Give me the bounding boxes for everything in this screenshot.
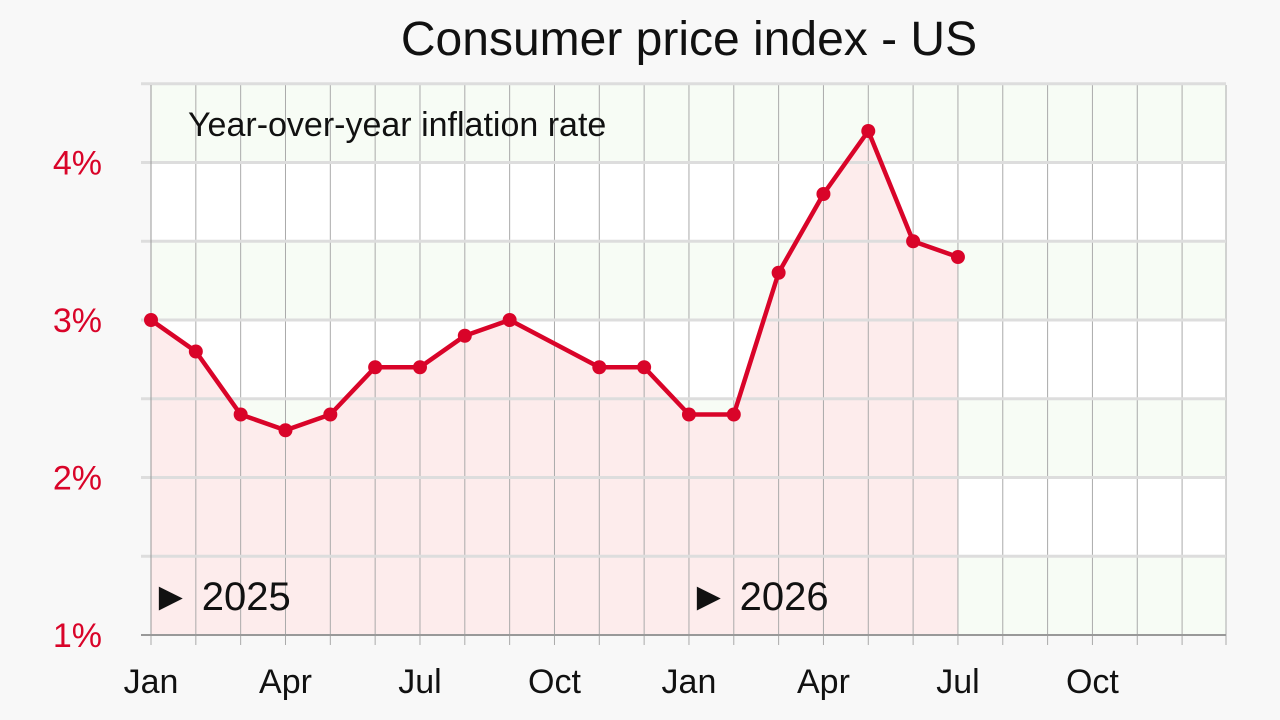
data-point	[144, 313, 158, 327]
data-point	[233, 407, 248, 422]
axes	[141, 85, 1226, 636]
chart-subtitle: Year-over-year inflation rate	[188, 106, 606, 144]
x-tick-label: Jan	[124, 663, 179, 701]
data-points	[144, 124, 965, 438]
x-tick-label: Apr	[797, 663, 850, 701]
chart-title: Consumer price index - US	[401, 13, 977, 66]
x-tick-label: Apr	[259, 663, 312, 701]
x-tick-label: Jul	[398, 663, 441, 701]
year-markers: ► 2025 ► 2026	[151, 575, 829, 619]
y-tick-labels: 1% 2% 3% 4%	[53, 145, 102, 656]
year-marker-label: ► 2025	[151, 575, 291, 619]
y-tick-label: 3%	[53, 302, 102, 340]
data-point	[323, 407, 338, 422]
x-tick-label: Jul	[936, 663, 979, 701]
data-point	[816, 187, 831, 201]
data-point	[637, 360, 652, 375]
data-point	[502, 313, 517, 327]
year-marker-label: ► 2026	[689, 575, 829, 619]
horizontal-gridlines	[141, 82, 1226, 558]
data-point	[771, 265, 786, 280]
data-point	[906, 234, 921, 249]
data-point	[188, 344, 203, 359]
y-tick-label: 1%	[53, 617, 102, 655]
data-point	[592, 360, 607, 375]
x-tick-label: Jan	[662, 663, 717, 701]
series-line	[149, 128, 959, 433]
y-tick-label: 2%	[53, 460, 102, 498]
data-point	[457, 328, 472, 343]
x-tick-labels: Jan Apr Jul Oct Jan Apr Jul Oct	[124, 663, 1120, 701]
x-tick-label: Oct	[1066, 663, 1119, 701]
series-line	[149, 128, 959, 433]
data-point	[412, 360, 427, 375]
data-point	[368, 360, 383, 375]
x-tick-label: Oct	[528, 663, 581, 701]
data-point	[681, 407, 696, 422]
data-point	[950, 250, 965, 264]
y-tick-label: 4%	[53, 145, 102, 183]
data-point	[726, 407, 741, 422]
data-point	[861, 124, 876, 138]
data-point	[278, 423, 293, 438]
